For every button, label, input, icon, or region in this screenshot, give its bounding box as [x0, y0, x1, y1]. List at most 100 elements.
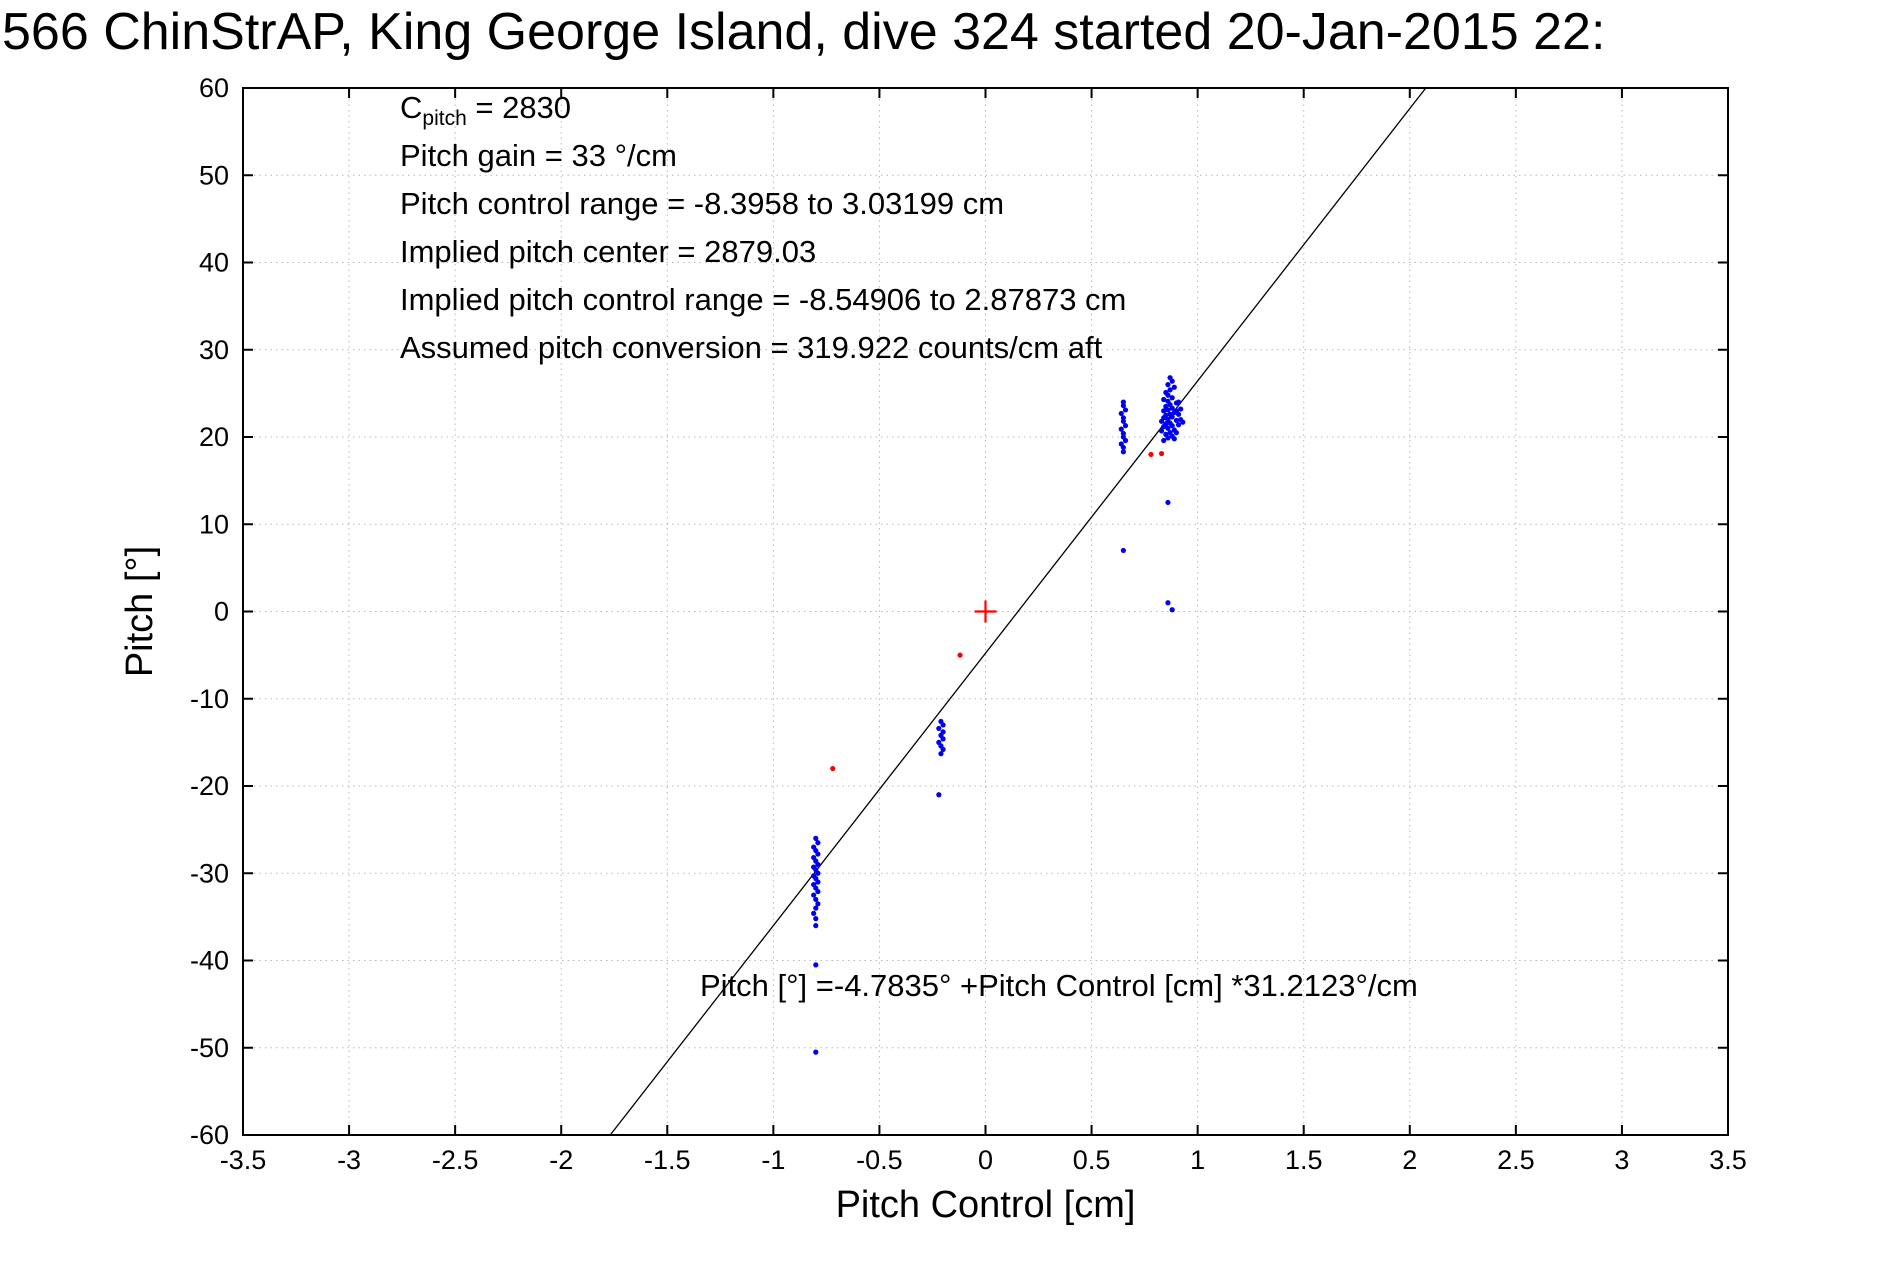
data-point — [1122, 423, 1129, 429]
data-point — [815, 888, 821, 895]
data-point — [1180, 419, 1186, 425]
data-point — [1158, 450, 1165, 457]
data-point — [830, 765, 836, 772]
data-point — [815, 901, 821, 907]
data-point — [1171, 384, 1177, 390]
data-point — [813, 923, 819, 929]
data-point — [1165, 425, 1171, 431]
data-point — [815, 861, 821, 868]
y-tick-label: -60 — [190, 1120, 229, 1150]
data-point — [815, 840, 821, 846]
data-point — [813, 905, 819, 911]
x-tick-label: 1 — [1190, 1145, 1205, 1175]
y-tick-label: 20 — [199, 422, 229, 452]
y-tick-label: 0 — [214, 597, 229, 627]
x-tick-label: -2 — [549, 1145, 573, 1175]
y-tick-label: -40 — [190, 946, 229, 976]
data-point — [1165, 499, 1171, 506]
data-point — [940, 722, 946, 728]
data-point — [1169, 607, 1175, 613]
x-tick-label: -3 — [337, 1145, 361, 1175]
x-tick-label: 1.5 — [1285, 1145, 1323, 1175]
data-point — [1163, 421, 1169, 427]
data-point — [815, 879, 821, 885]
annotation-assumed-pitch-conversion: Assumed pitch conversion = 319.922 count… — [400, 330, 1103, 365]
y-tick-label: 30 — [199, 335, 229, 365]
y-tick-label: 60 — [199, 73, 229, 103]
data-point — [1167, 375, 1173, 381]
annotation-cpitch-label: C — [400, 90, 423, 125]
x-tick-label: -3.5 — [220, 1145, 267, 1175]
x-tick-label: 0 — [978, 1145, 993, 1175]
x-tick-label: 2 — [1402, 1145, 1417, 1175]
y-tick-label: -20 — [190, 771, 229, 801]
data-point — [815, 870, 821, 876]
y-tick-label: 40 — [199, 248, 229, 278]
data-point — [1165, 398, 1171, 404]
data-point — [811, 910, 817, 916]
data-point — [1120, 449, 1126, 455]
data-point — [1163, 431, 1169, 437]
data-point — [1120, 547, 1126, 554]
data-point — [1161, 396, 1167, 403]
x-tick-label: 2.5 — [1497, 1145, 1535, 1175]
data-point — [1163, 403, 1169, 410]
data-point — [1163, 412, 1169, 418]
x-tick-label: -1 — [761, 1145, 785, 1175]
data-point — [1122, 407, 1129, 413]
data-point — [1118, 410, 1124, 417]
data-point — [1173, 430, 1180, 436]
data-point — [936, 725, 942, 732]
annotation-cpitch: Cpitch = 2830 — [400, 84, 1126, 132]
data-point — [811, 892, 817, 898]
data-point — [1118, 441, 1124, 447]
data-point — [815, 851, 821, 857]
data-point — [1175, 422, 1182, 428]
x-axis-label: Pitch Control [cm] — [836, 1184, 1136, 1226]
x-tick-label: -1.5 — [644, 1145, 691, 1175]
data-point — [1178, 406, 1184, 412]
data-point — [940, 736, 946, 742]
annotation-cpitch-value: = 2830 — [466, 90, 572, 125]
data-point — [1167, 430, 1173, 436]
data-point — [1120, 415, 1126, 421]
data-point — [940, 746, 946, 752]
annotation-implied-pitch-center: Implied pitch center = 2879.03 — [400, 234, 817, 269]
data-point — [1175, 399, 1182, 405]
x-tick-label: -2.5 — [432, 1145, 479, 1175]
data-point — [813, 916, 819, 922]
annotation-pitch-gain: Pitch gain = 33 °/cm — [400, 138, 677, 173]
annotation-cpitch-subscript: pitch — [422, 107, 467, 131]
data-point — [1120, 430, 1126, 437]
data-point — [813, 962, 819, 968]
data-point — [1161, 408, 1167, 414]
data-point — [1165, 600, 1171, 606]
fit-info-block: Cpitch = 2830 Pitch gain = 33 °/cm Pitch… — [400, 84, 1126, 372]
data-point — [1167, 387, 1173, 393]
x-tick-label: 0.5 — [1073, 1145, 1111, 1175]
x-tick-label: 3 — [1614, 1145, 1629, 1175]
data-point — [1171, 436, 1177, 442]
data-point — [957, 652, 963, 658]
data-point — [1158, 428, 1165, 434]
x-tick-label: 3.5 — [1709, 1145, 1747, 1175]
y-tick-label: -30 — [190, 858, 229, 888]
data-point — [1161, 437, 1167, 444]
y-tick-label: -10 — [190, 684, 229, 714]
data-point — [813, 835, 819, 841]
data-point — [938, 751, 944, 757]
figure-title: 566 ChinStrAP, King George Island, dive … — [2, 3, 1606, 61]
annotation-pitch-control-range: Pitch control range = -8.3958 to 3.03199… — [400, 186, 1005, 221]
data-point — [813, 1049, 819, 1055]
data-point — [1165, 382, 1171, 388]
y-tick-label: 10 — [199, 509, 229, 539]
x-tick-label: -0.5 — [856, 1145, 903, 1175]
data-point — [1118, 426, 1124, 432]
annotation-implied-pitch-control-range: Implied pitch control range = -8.54906 t… — [400, 282, 1127, 317]
data-point — [1163, 389, 1169, 396]
data-point — [1167, 411, 1173, 417]
data-point — [1120, 399, 1126, 405]
y-tick-label: -50 — [190, 1033, 229, 1063]
y-axis-label: Pitch [°] — [119, 546, 161, 677]
